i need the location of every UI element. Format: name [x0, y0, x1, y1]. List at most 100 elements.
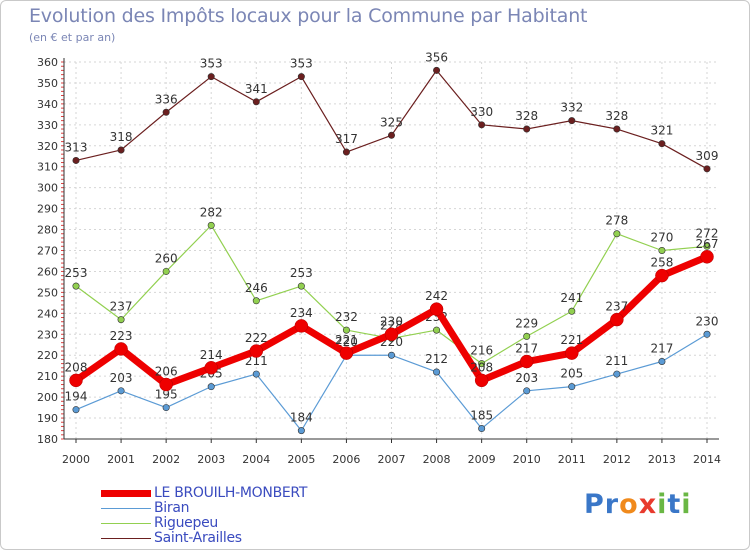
- data-label: 253: [65, 266, 88, 280]
- data-point: [72, 156, 80, 164]
- data-point: [294, 319, 309, 333]
- data-point: [207, 383, 215, 391]
- y-tick-label: 240: [37, 307, 58, 320]
- chart-title: Evolution des Impôts locaux pour la Comm…: [29, 5, 588, 27]
- data-point: [658, 140, 666, 148]
- x-tick-label: 2012: [603, 453, 631, 466]
- data-label: 282: [200, 205, 223, 219]
- y-tick-label: 260: [37, 265, 58, 278]
- data-point: [207, 221, 215, 229]
- data-label: 241: [560, 291, 583, 305]
- y-tick-label: 330: [37, 119, 58, 132]
- data-label: 214: [200, 348, 223, 362]
- data-point: [703, 330, 711, 338]
- data-label: 203: [515, 371, 538, 385]
- data-label: 321: [650, 124, 673, 138]
- legend: LE BROUILH-MONBERT Biran Riguepeu Saint-…: [101, 486, 361, 546]
- data-point: [207, 73, 215, 81]
- data-label: 223: [110, 329, 133, 343]
- data-point: [297, 73, 305, 81]
- data-label: 205: [560, 367, 583, 381]
- x-tick-label: 2000: [62, 453, 90, 466]
- data-label: 195: [155, 388, 178, 402]
- legend-item-saint-arailles: Saint-Arailles: [101, 531, 361, 546]
- data-point: [613, 370, 621, 378]
- data-label: 318: [110, 130, 133, 144]
- x-tick-label: 2014: [693, 453, 721, 466]
- data-label: 336: [155, 92, 178, 106]
- data-point: [523, 332, 531, 340]
- data-point: [658, 247, 666, 255]
- y-tick-label: 340: [37, 98, 58, 111]
- data-label: 217: [515, 342, 538, 356]
- data-point: [117, 387, 125, 395]
- y-tick-label: 360: [37, 56, 58, 69]
- data-label: 353: [200, 57, 223, 71]
- data-point: [568, 307, 576, 315]
- data-point: [159, 377, 173, 392]
- data-point: [433, 66, 441, 74]
- data-label: 341: [245, 82, 268, 96]
- data-label: 328: [605, 109, 628, 123]
- data-point: [478, 425, 486, 433]
- x-tick-label: 2006: [332, 453, 360, 466]
- data-point: [474, 373, 489, 388]
- data-label: 278: [605, 214, 628, 228]
- data-label: 313: [65, 140, 88, 154]
- data-label: 258: [650, 256, 673, 270]
- data-point: [117, 146, 125, 154]
- x-tick-label: 2002: [152, 453, 180, 466]
- data-point: [478, 360, 486, 368]
- data-point: [565, 346, 579, 360]
- data-point: [117, 316, 125, 324]
- data-point: [387, 351, 395, 359]
- data-point: [162, 108, 170, 116]
- legend-item-riguepeu: Riguepeu: [101, 516, 361, 531]
- data-label: 325: [380, 115, 403, 129]
- data-point: [519, 354, 534, 369]
- data-label: 317: [335, 132, 358, 146]
- data-point: [204, 361, 218, 375]
- data-label: 221: [560, 333, 583, 347]
- x-tick-label: 2008: [423, 453, 451, 466]
- data-point: [339, 346, 354, 360]
- data-point: [703, 165, 711, 173]
- data-label: 221: [335, 333, 358, 347]
- legend-swatch-saint-arailles: [101, 538, 151, 539]
- y-tick-label: 290: [37, 203, 58, 216]
- data-point: [72, 282, 80, 290]
- data-point: [387, 131, 395, 139]
- data-label: 212: [425, 352, 448, 366]
- legend-label-saint-arailles: Saint-Arailles: [154, 530, 242, 546]
- data-point: [69, 373, 83, 388]
- y-tick-label: 350: [37, 77, 58, 90]
- data-point: [655, 268, 669, 283]
- x-tick-label: 2003: [197, 453, 225, 466]
- data-point: [613, 230, 621, 238]
- x-tick-label: 2011: [558, 453, 586, 466]
- legend-item-biran: Biran: [101, 501, 361, 516]
- data-label: 253: [290, 266, 313, 280]
- data-label: 330: [470, 105, 493, 119]
- chart-subtitle: (en € et par an): [29, 31, 116, 44]
- data-point: [700, 250, 714, 264]
- y-tick-label: 300: [37, 182, 58, 195]
- legend-label-biran: Biran: [154, 500, 190, 516]
- data-point: [523, 387, 531, 395]
- y-tick-label: 190: [37, 412, 58, 425]
- data-label: 211: [605, 354, 628, 368]
- data-label: 203: [110, 371, 133, 385]
- data-label: 211: [245, 354, 268, 368]
- data-point: [342, 326, 350, 334]
- data-label: 246: [245, 281, 268, 295]
- legend-item-le-brouilh-monbert: LE BROUILH-MONBERT: [101, 486, 361, 501]
- data-label: 237: [605, 300, 628, 314]
- data-point: [252, 297, 260, 305]
- x-tick-label: 2010: [513, 453, 541, 466]
- x-tick-label: 2005: [287, 453, 315, 466]
- data-point: [433, 368, 441, 376]
- data-label: 222: [245, 331, 268, 345]
- data-label: 229: [515, 316, 538, 330]
